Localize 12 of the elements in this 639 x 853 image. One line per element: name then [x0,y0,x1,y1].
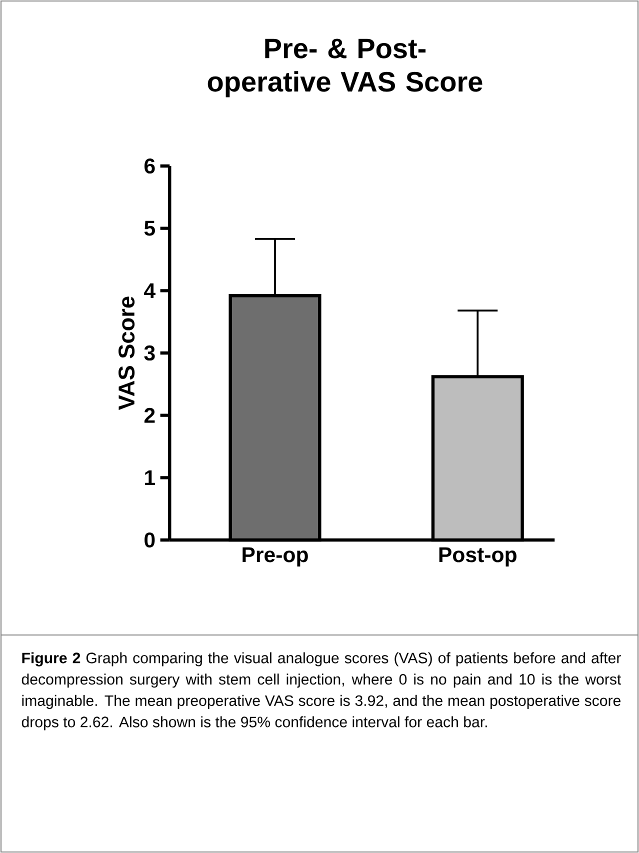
y-tick-label: 2 [144,408,155,423]
x-tick-label: Pre-op [242,547,308,566]
y-tick-label: 6 [144,158,155,174]
x-tick-label: Post-op [439,547,516,566]
y-tick-label: 5 [144,220,155,236]
y-tick-label: 1 [145,470,155,486]
y-tick-label: 3 [144,345,155,361]
y-tick-label: 4 [144,283,156,298]
chart-title: Pre- & Post-operative VAS Score [208,38,482,98]
text: Figure 2 Graph comparing the visual analogue scores (VAS) of patients before and after decompression surgery with stem cell injection, where 0 is no pain and 10 is the worst imaginable. The mean preoperative VAS score is 3.92, and the mean postoperative score drops to 2.62. Also shown is the 95% confidence interval for each bar. [22,652,622,730]
y-tick-label: 0 [144,532,155,548]
y-axis-title: VAS Score [118,296,135,410]
